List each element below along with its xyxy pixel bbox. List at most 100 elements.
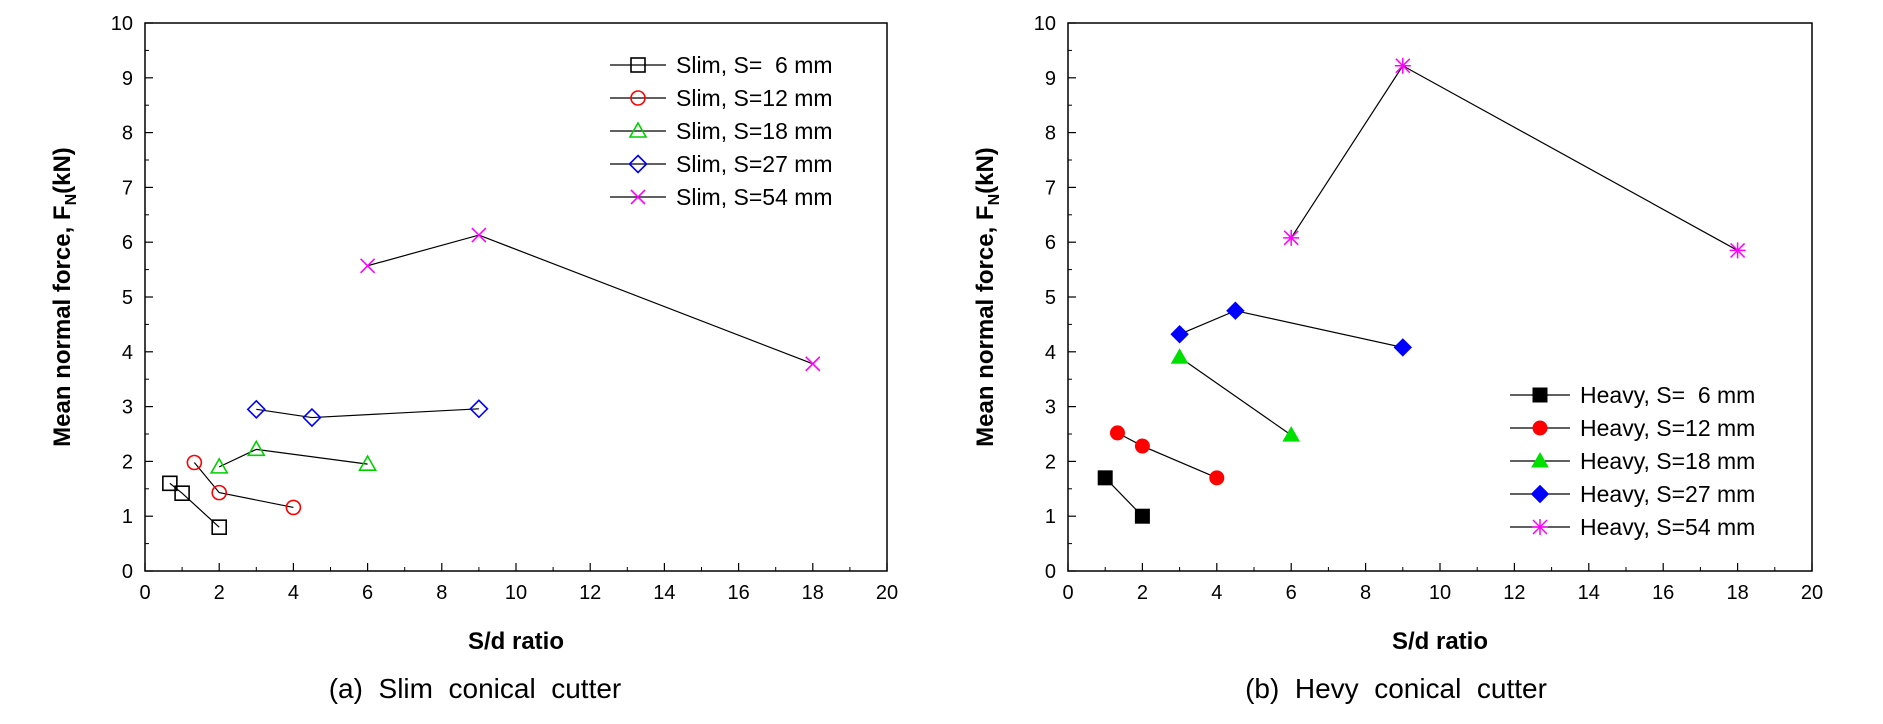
panel-a-legend-label: Slim, S=18 mm bbox=[676, 118, 833, 144]
panel-a-series-3-point bbox=[246, 439, 266, 457]
panel-a-series-5-line bbox=[367, 234, 814, 365]
panel-b-series-4-line bbox=[1179, 310, 1403, 349]
panel-a-series-5-point-stroke-2 bbox=[360, 258, 376, 274]
panel-b-series-2-line bbox=[1117, 432, 1218, 479]
panel-a-y-tick-label: 9 bbox=[122, 68, 133, 90]
panel-a-series-5-point bbox=[360, 258, 376, 274]
panel-b-series-4-point bbox=[1170, 325, 1189, 344]
panel-b-y-tick-label: 2 bbox=[1045, 451, 1056, 473]
panel-b-series-3-point-shape bbox=[1170, 348, 1189, 364]
panel-b-x-tick-label: 20 bbox=[1801, 582, 1823, 604]
panel-a-series-4-point-shape bbox=[246, 399, 266, 419]
panel-b-series-4-point bbox=[1226, 301, 1245, 320]
panel-b-series-2 bbox=[1109, 425, 1225, 486]
panel-a-series-4-point bbox=[246, 399, 266, 419]
panel-b-series-2-point-shape bbox=[1209, 470, 1225, 486]
panel-a-y-tick-label: 7 bbox=[122, 177, 133, 199]
panel-a-series-4-point bbox=[302, 407, 322, 428]
panel-a-x-tick-label: 16 bbox=[727, 582, 749, 604]
panel-a-legend-label: Slim, S=27 mm bbox=[676, 151, 833, 177]
panel-a-legend-marker-shape bbox=[628, 121, 648, 138]
panel-b-legend-marker bbox=[1530, 484, 1550, 504]
panel-b-series-1-point-shape bbox=[1134, 508, 1150, 524]
panel-a-x-tick-label: 14 bbox=[653, 582, 675, 604]
panel-b-series-5-point bbox=[1283, 229, 1300, 246]
panel-b-y-axis-title-unit: (kN) bbox=[972, 147, 999, 194]
panel-b-series-2-point bbox=[1134, 438, 1150, 454]
panel-b-series-5 bbox=[1283, 57, 1746, 259]
panel-b-series-2-point-shape bbox=[1109, 425, 1125, 441]
panel-a-y-tick-label: 1 bbox=[122, 506, 133, 528]
panel-a-legend-label: Slim, S= 6 mm bbox=[676, 52, 833, 78]
panel-b-series-5-point bbox=[1729, 242, 1746, 259]
panel-a-series-1-line bbox=[169, 482, 220, 528]
panel-b-x-tick-label: 2 bbox=[1137, 582, 1148, 604]
panel-a-series-4 bbox=[246, 399, 489, 428]
panel-b-legend-marker-shape bbox=[1532, 387, 1548, 403]
panel-a-series-5 bbox=[360, 227, 821, 372]
panel-a-series-2 bbox=[186, 454, 302, 516]
panel-a-x-tick-label: 0 bbox=[139, 582, 150, 604]
panel-a-y-tick-label: 8 bbox=[122, 123, 133, 145]
panel-b-legend-label: Heavy, S=12 mm bbox=[1580, 415, 1755, 441]
panel-a-legend-marker-shape bbox=[628, 154, 648, 174]
panel-b-series-5-line bbox=[1290, 64, 1738, 251]
panel-a-legend-marker bbox=[628, 121, 648, 138]
panel-a-series-3-point-shape bbox=[209, 457, 229, 474]
panel-b-legend-label: Heavy, S= 6 mm bbox=[1580, 382, 1755, 408]
panel-b-series-4 bbox=[1170, 301, 1413, 357]
panel-a-series-1-point bbox=[211, 519, 227, 535]
panel-b-legend-marker bbox=[1532, 519, 1548, 535]
panel-b-x-tick-label: 16 bbox=[1652, 582, 1674, 604]
panel-a-series-2-point-shape bbox=[211, 484, 227, 501]
panel-a-legend-marker bbox=[630, 189, 646, 205]
panel-b-y-tick-label: 0 bbox=[1045, 561, 1056, 583]
panel-a-series-3-point-shape bbox=[358, 454, 377, 471]
panel-b-legend-marker bbox=[1532, 420, 1548, 436]
panel-b-x-tick-label: 12 bbox=[1503, 582, 1525, 604]
panel-a-series-2-point bbox=[211, 484, 227, 501]
panel-a-series-3-point bbox=[209, 457, 229, 474]
panel-a-x-tick-label: 2 bbox=[214, 582, 225, 604]
panel-b-legend-marker-shape bbox=[1530, 484, 1550, 504]
panel-b-legend-label: Heavy, S=18 mm bbox=[1580, 448, 1755, 474]
panel-a-series-4-line bbox=[256, 408, 479, 419]
panel-b-series-1 bbox=[1097, 470, 1150, 524]
panel-b-x-tick-label: 0 bbox=[1062, 582, 1073, 604]
panel-a-series-2-point-shape bbox=[285, 499, 302, 516]
panel-a-x-tick-label: 4 bbox=[288, 582, 299, 604]
panel-a-series-3-point bbox=[358, 454, 377, 471]
panel-b-series-1-point bbox=[1134, 508, 1150, 524]
panel-b-series-3-point-shape bbox=[1282, 426, 1301, 442]
panel-a-y-axis-title-unit: (kN) bbox=[49, 147, 76, 194]
panel-b-legend-marker bbox=[1531, 451, 1549, 468]
panel-b-series-3-point bbox=[1170, 348, 1189, 364]
panel-b-y-tick-label: 6 bbox=[1045, 232, 1056, 254]
panel-a-series-1-point bbox=[162, 475, 178, 492]
panel-b-x-tick-label: 8 bbox=[1360, 582, 1371, 604]
panel-a-series-1-point-shape bbox=[211, 519, 227, 535]
panel-b-y-tick-label: 1 bbox=[1045, 506, 1056, 528]
panel-a-caption: (a) Slim conical cutter bbox=[329, 673, 622, 704]
panel-b-legend-label: Heavy, S=27 mm bbox=[1580, 481, 1755, 507]
panel-a-x-tick-label: 10 bbox=[505, 582, 527, 604]
panel-b-series-4-point-shape bbox=[1170, 325, 1189, 344]
panel-a-series-3-point-shape bbox=[246, 439, 266, 457]
panel-a-series-4-point-shape bbox=[302, 407, 322, 428]
panel-b-series-2-point-shape bbox=[1134, 438, 1150, 454]
panel-a-series-3 bbox=[209, 439, 377, 474]
panel-b-x-axis-title: S/d ratio bbox=[1392, 628, 1488, 655]
panel-b-legend-label: Heavy, S=54 mm bbox=[1580, 514, 1755, 540]
panel-a-y-axis-title: Mean normal force, FN(kN) bbox=[49, 147, 80, 447]
panel-b-series-2-point bbox=[1209, 470, 1225, 486]
panel-a-y-tick-label: 0 bbox=[122, 561, 133, 583]
panel-a-y-tick-label: 4 bbox=[122, 342, 133, 364]
panel-a-x-tick-label: 18 bbox=[802, 582, 824, 604]
panel-a-x-tick-label: 12 bbox=[579, 582, 601, 604]
panel-a-y-tick-label: 3 bbox=[122, 397, 133, 419]
panel-b-legend-marker-shape bbox=[1531, 451, 1549, 468]
panel-a-legend-label: Slim, S=12 mm bbox=[676, 85, 833, 111]
panel-b-x-tick-label: 4 bbox=[1211, 582, 1222, 604]
panel-a-series-5-point bbox=[471, 227, 487, 243]
